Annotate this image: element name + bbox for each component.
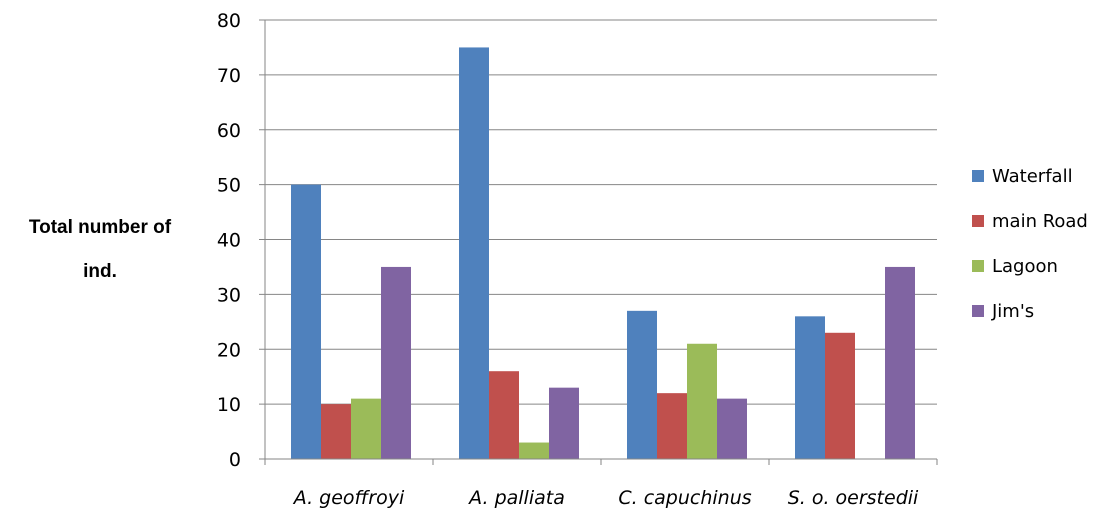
bar [381, 266, 411, 459]
x-category-label: A. palliata [467, 487, 565, 509]
bars [291, 47, 915, 459]
legend-swatch [972, 305, 984, 317]
bar [795, 316, 825, 459]
y-tick-label: 60 [217, 120, 241, 142]
legend-swatch [972, 170, 984, 182]
x-category-label: S. o. oerstedii [788, 487, 919, 509]
legend-swatch [972, 260, 984, 272]
y-tick-label: 10 [217, 394, 241, 416]
legend: Waterfall main Road Lagoon Jim's [972, 166, 1088, 322]
bar [351, 398, 381, 459]
y-tick-label: 0 [229, 449, 241, 471]
x-category-label: C. capuchinus [618, 487, 751, 509]
bar [825, 332, 855, 459]
bar [687, 343, 717, 459]
bar [717, 398, 747, 459]
bar [627, 310, 657, 459]
y-tick-label: 40 [217, 230, 241, 252]
y-tick-labels: 0 10 20 30 40 50 60 70 80 [217, 10, 241, 471]
axes [264, 20, 938, 465]
y-tick-label: 70 [217, 65, 241, 87]
bar [459, 47, 489, 459]
x-category-labels: A. geoffroyi A. palliata C. capuchinus S. o… [292, 487, 919, 509]
legend-label: Lagoon [992, 256, 1058, 277]
y-tick-label: 20 [217, 339, 241, 361]
legend-label: Waterfall [992, 166, 1073, 187]
y-tick-label: 30 [217, 284, 241, 306]
legend-label: Jim's [991, 301, 1034, 322]
legend-label: main Road [992, 211, 1088, 232]
bar [489, 371, 519, 459]
y-tick-label: 80 [217, 10, 241, 32]
y-axis-label-line-1: Total number of [29, 217, 172, 238]
bar [885, 266, 915, 459]
bar [291, 184, 321, 459]
bar [657, 393, 687, 459]
bar [519, 442, 549, 459]
bar [321, 404, 351, 459]
y-axis-label-line-2: ind. [83, 261, 117, 282]
x-category-label: A. geoffroyi [292, 487, 405, 509]
bar [549, 387, 579, 459]
legend-swatch [972, 215, 984, 227]
y-tick-label: 50 [217, 175, 241, 197]
